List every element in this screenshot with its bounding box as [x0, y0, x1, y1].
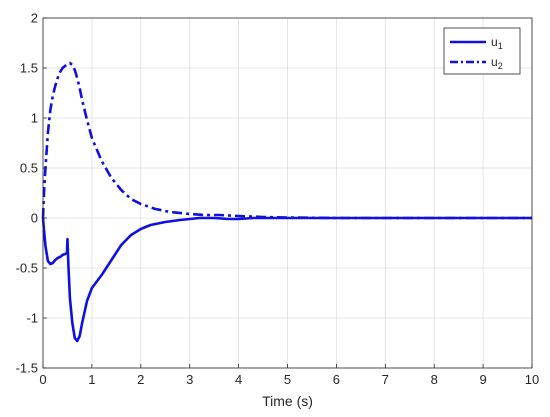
legend-label-u2: u2	[491, 55, 503, 71]
y-axis-ticks: -1.5 -1 -0.5 0 0.5 1 1.5 2	[16, 11, 47, 376]
x-tick-label: 1	[88, 372, 95, 387]
y-tick-label: 1.5	[20, 61, 38, 76]
y-tick-label: 0.5	[20, 161, 38, 176]
series-line-u2	[41, 61, 532, 220]
y-tick-label: -1.5	[16, 361, 38, 376]
y-tick-label: -1	[26, 311, 38, 326]
legend-label-name: u	[491, 35, 498, 49]
legend-label-name: u	[491, 55, 498, 69]
legend-box	[443, 27, 521, 75]
x-tick-label: 9	[479, 372, 486, 387]
x-tick-label: 3	[186, 372, 193, 387]
y-tick-label: -0.5	[16, 261, 38, 276]
x-tick-label: 7	[382, 372, 389, 387]
legend-label-subscript: 2	[498, 61, 503, 71]
x-tick-label: 0	[39, 372, 46, 387]
series-line-u1	[41, 216, 532, 343]
y-tick-label: 0	[31, 211, 38, 226]
x-tick-label: 4	[235, 372, 242, 387]
x-axis-label: Time (s)	[262, 393, 313, 409]
y-tick-label: 1	[31, 111, 38, 126]
series-group	[41, 61, 532, 343]
x-tick-label: 2	[137, 372, 144, 387]
y-tick-label: 2	[31, 11, 38, 26]
legend-label-subscript: 1	[498, 41, 503, 51]
x-tick-label: 10	[525, 372, 539, 387]
x-tick-label: 5	[284, 372, 291, 387]
x-tick-label: 8	[431, 372, 438, 387]
legend-label-u1: u1	[491, 35, 503, 51]
x-axis-ticks: 0 1 2 3 4 5 6 7 8 9 10	[39, 364, 539, 387]
x-tick-label: 6	[333, 372, 340, 387]
